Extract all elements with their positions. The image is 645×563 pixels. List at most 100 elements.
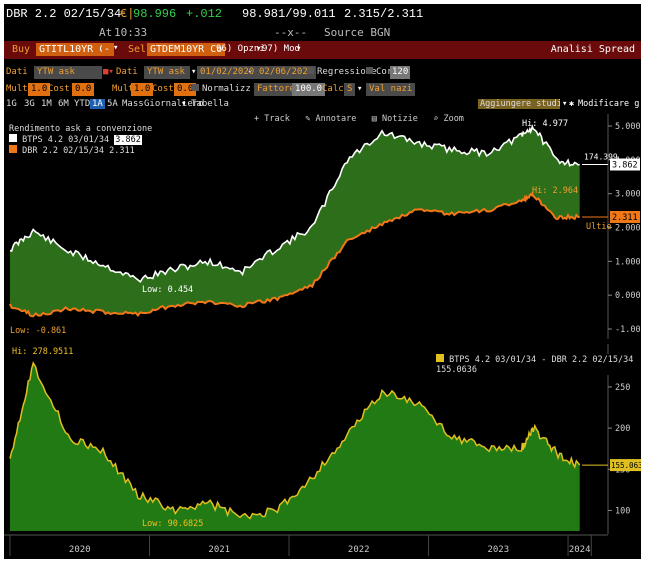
options-menu-button[interactable]: 96) Opzni (216, 44, 265, 54)
dati-field-1[interactable]: YTW ask (34, 66, 102, 79)
regression-checkbox[interactable]: Regressione (307, 67, 377, 77)
tab-giornaliero[interactable]: Giornaliero (144, 99, 204, 109)
corr-window-field[interactable]: 120 (390, 66, 411, 79)
tab-1m[interactable]: 1M (41, 99, 52, 109)
mod-dropdown-icon[interactable]: ▾ (296, 44, 302, 54)
y-tick-label: -1.000 (615, 325, 641, 335)
security-name: DBR 2.2 02/15/34 (6, 7, 122, 21)
add-study-button[interactable]: Aggiungere studi o even (478, 99, 560, 109)
date-to-field[interactable]: 02/06/2024 (256, 66, 317, 79)
cost-label-2: Cost (152, 84, 174, 94)
series-color-icon[interactable]: ■▾ (103, 67, 114, 77)
legend-spread-name: BTPS 4.2 03/01/34 - DBR 2.2 02/15/34 (449, 355, 634, 365)
modify-chart-button[interactable]: Modificare gra (578, 99, 640, 109)
currency-euro-icon: €| (120, 7, 135, 21)
dati2-dropdown-icon[interactable]: ▾ (191, 67, 197, 77)
bid-ask-price: 98.981/99.011 (242, 7, 336, 21)
legend-dbr-name: DBR 2.2 02/15/34 (22, 146, 105, 156)
price-change: +.012 (186, 7, 223, 21)
tab-mass[interactable]: Mass (122, 99, 144, 109)
frequency-dropdown-icon[interactable]: ▾ (181, 99, 187, 109)
mod-menu-button[interactable]: 97) Mod (262, 44, 300, 54)
options-dropdown-icon[interactable]: ▾ (256, 44, 262, 54)
sell-ticker-field[interactable]: GTDEM10YR Co (147, 43, 226, 56)
chart-toolbar: + Track ✎ Annotare ▤ Notizie ⌕ Zoom (254, 114, 464, 124)
spread-last-tag-text: 155.0636 (611, 461, 641, 470)
dati-field-2[interactable]: YTW ask (144, 66, 190, 79)
y-tick-label: 2.000 (615, 224, 641, 234)
security-header: DBR 2.2 02/15/34 €| 98.996 +.012 98.981/… (4, 4, 641, 24)
study-dropdown-icon[interactable]: ▾ (562, 99, 568, 109)
range-tabs-row: 1G 3G 1M 6M YTD 1A 5A Mass Giornaliero ▾… (4, 98, 641, 114)
dbr-yield-line (9, 191, 580, 318)
buy-ticker-field[interactable]: GTITL10YR Co (36, 43, 115, 56)
tab-3g[interactable]: 3G (24, 99, 35, 109)
dbr-last-annotation: Ultie (586, 222, 612, 232)
normalize-checkbox[interactable]: Normalizz p/ (192, 84, 267, 94)
calc-dropdown-icon[interactable]: ▾ (357, 84, 363, 94)
tab-6m[interactable]: 6M (58, 99, 69, 109)
calc-label: Calc (322, 84, 344, 94)
corr-checkbox[interactable]: Corr (366, 67, 398, 77)
spread-last-tag (610, 459, 641, 472)
tab-1a[interactable]: 1A (90, 99, 105, 109)
dbr-last-tag-text: 2.311 (612, 213, 638, 223)
y-tick-label: 5.000 (615, 122, 641, 132)
date-from-field[interactable]: 01/02/2020 (197, 66, 258, 79)
mult-field-1[interactable]: 1.0 (28, 83, 51, 96)
btps-swatch-icon (9, 134, 17, 142)
track-tool-label: Track (264, 114, 290, 124)
news-tool-label: Notizie (382, 114, 418, 124)
legend-dbr-last: 2.311 (109, 146, 135, 156)
btps-yield-line (9, 124, 580, 283)
date-separator: - (247, 67, 253, 77)
annotate-tool-label: Annotare (315, 114, 357, 124)
page-title: Analisi Spread (550, 44, 635, 55)
mult-label-1: Mult (6, 84, 28, 94)
regression-label: Regressione (317, 67, 377, 77)
time-source-row: At 10:33 --x-- Source BGN (4, 24, 641, 40)
tab-tabella[interactable]: Tabella (191, 99, 229, 109)
normalize-label: Normalizz p/ (202, 84, 268, 94)
mult-field-2[interactable]: 1.0 (131, 83, 154, 96)
normalize-base-field[interactable]: 100.0 (292, 83, 326, 96)
news-tool-button[interactable]: ▤ Notizie (371, 114, 418, 124)
bid-ask-yield: 2.315/2.311 (344, 7, 424, 21)
zoom-tool-button[interactable]: ⌕ Zoom (433, 114, 464, 124)
buy-label: Buy (12, 44, 31, 55)
currency-field[interactable]: Val nazi (366, 83, 416, 96)
legend-spread-last: 155.0636 (436, 365, 477, 375)
settings-gear-icon[interactable]: ✱ (569, 99, 575, 109)
y-tick-label: 0.000 (615, 291, 641, 301)
cost-field-2[interactable]: 0.0 (174, 83, 197, 96)
x-marker: --x-- (274, 26, 308, 39)
data-params-row: Dati YTW ask ■▾ Dati YTW ask ▾ 01/02/202… (4, 65, 641, 82)
btps-low-annotation: Low: 0.454 (142, 285, 193, 295)
spread-toolbar: Buy GTITL10YR Co - ▾ Sell GTDEM10YR Co 9… (4, 41, 641, 59)
x-axis-year-label: 2021 (208, 545, 230, 555)
tab-1g[interactable]: 1G (6, 99, 17, 109)
normalize-method-field[interactable]: Fattore (254, 83, 298, 96)
tab-5a[interactable]: 5A (107, 99, 118, 109)
dbr-high-annotation: Hi: 2.964 (532, 186, 578, 196)
btps-last-tag (610, 158, 640, 171)
dropdown-arrow-icon[interactable]: ▾ (113, 43, 119, 53)
x-axis-year-label: 2023 (487, 545, 509, 555)
spread-legend: BTPS 4.2 03/01/34 - DBR 2.2 02/15/34 155… (436, 354, 641, 375)
cost-field-1[interactable]: 0.0 (72, 83, 95, 96)
sell-label: Sell (128, 44, 153, 55)
spread-low-annotation: Low: 90.6825 (142, 519, 203, 529)
corr-label: Corr (376, 67, 398, 77)
tab-ytd[interactable]: YTD (74, 99, 91, 109)
track-tool-button[interactable]: + Track (254, 114, 290, 124)
buy-ticker-dropdown-icon[interactable]: - (102, 43, 113, 56)
mult-cost-row: Mult 1.0 Cost 0.0 Mult 1.0 Cost 0.0 Norm… (4, 83, 641, 98)
annotate-tool-button[interactable]: ✎ Annotare (305, 114, 357, 124)
dati-label-2: Dati (116, 67, 138, 77)
yield-chart[interactable]: 5.0004.0003.0002.0001.0000.000-1.0003.86… (4, 114, 641, 339)
spread-y-tick-label: 100 (615, 506, 630, 516)
yield-spread-fill (10, 126, 580, 317)
calc-field[interactable]: S (344, 83, 356, 96)
spread-area-fill (10, 363, 580, 531)
